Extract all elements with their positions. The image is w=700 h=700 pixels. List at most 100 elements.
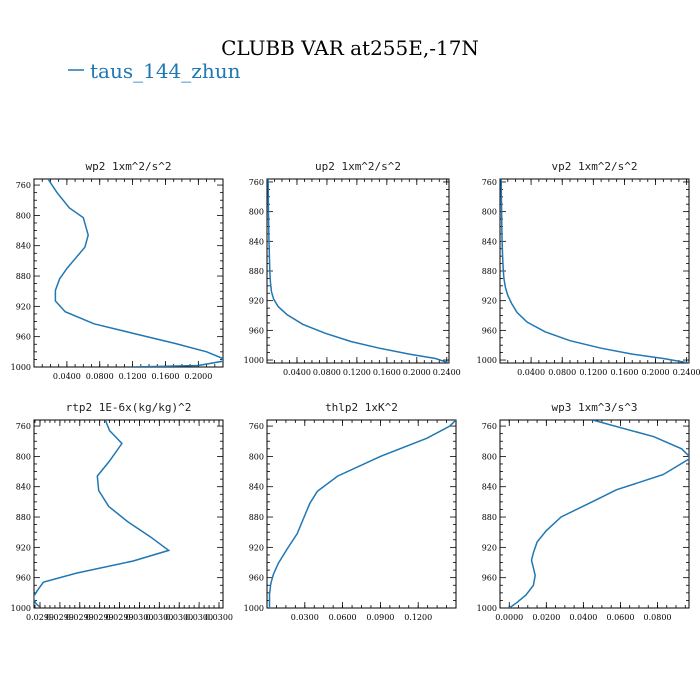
vp2-series-line [500,179,689,363]
thlp2-y-tick-label: 1000 [244,604,264,613]
up2-x-tick-label: 0.2000 [403,368,431,377]
rtp2-y-tick-label: 800 [16,452,31,461]
legend: taus_144_zhun [68,59,241,83]
legend-label: taus_144_zhun [90,59,241,83]
rtp2-y-tick-label: 960 [16,574,31,583]
panels: wp2 1xm^2/s^2 760 800 840 880 920 960 1000 0.040… [11,160,700,622]
wp3-x-tick-label: 0.0800 [644,613,672,622]
thlp2-y-tick-label: 760 [249,422,264,431]
up2-x-tick-label: 0.0400 [283,368,311,377]
wp2-y-tick-label: 1000 [11,363,31,372]
wp2-series-line [47,179,223,367]
wp2-x-tick-label: 0.1200 [119,372,147,381]
thlp2-y-tick-label: 960 [249,574,264,583]
wp3-panel: wp3 1xm^3/s^3 760 800 840 880 920 960 10000.000… [477,401,690,622]
rtp2-x-tick-label: 0.0300 [185,613,213,622]
up2-x-tick-label: 0.1600 [373,368,401,377]
wp3-series-line [508,420,689,608]
rtp2-x-tick-label: 0.0300 [165,613,193,622]
wp3-frame [499,419,690,609]
up2-y-tick-label: 1000 [244,356,264,365]
rtp2-y-tick-label: 880 [16,513,31,522]
rtp2-panel-title: rtp2 1E-6x(kg/kg)^2 [66,401,192,414]
up2-panel-title: up2 1xm^2/s^2 [315,160,401,173]
wp2-y-tick-label: 840 [16,242,31,251]
wp2-x-tick-label: 0.1600 [151,372,179,381]
thlp2-y-tick-label: 920 [249,543,264,552]
rtp2-x-tick-label: 0.0300 [125,613,153,622]
vp2-x-tick-label: 0.1200 [579,368,607,377]
rtp2-x-tick-label: 0.0299 [46,613,74,622]
thlp2-x-tick-label: 0.0300 [291,613,319,622]
up2-y-tick-label: 880 [249,267,264,276]
wp3-x-tick-label: 0.0600 [606,613,634,622]
vp2-y-tick-label: 880 [482,267,497,276]
wp2-panel-title: wp2 1xm^2/s^2 [85,160,171,173]
rtp2-y-tick-label: 840 [16,483,31,492]
rtp2-y-tick-label: 1000 [11,604,31,613]
rtp2-x-tick-label: 0.0300 [205,613,233,622]
wp2-y-tick-label: 880 [16,272,31,281]
rtp2-frame [33,419,224,609]
thlp2-frame [266,419,457,609]
vp2-y-tick-label: 800 [482,208,497,217]
up2-y-tick-label: 760 [249,178,264,187]
up2-panel: up2 1xm^2/s^2 760 800 840 880 920 960 1000 0.040… [244,160,461,377]
vp2-panel: vp2 1xm^2/s^2 760 800 840 880 920 960 1000 0.040… [477,160,700,377]
up2-y-tick-label: 840 [249,237,264,246]
thlp2-series-line [268,420,456,608]
wp2-frame [33,178,224,368]
wp2-y-tick-label: 800 [16,211,31,220]
vp2-y-tick-label: 1000 [477,356,497,365]
vp2-y-tick-label: 960 [482,326,497,335]
rtp2-y-tick-label: 760 [16,422,31,431]
wp2-y-tick-label: 760 [16,181,31,190]
wp2-x-tick-label: 0.0400 [53,372,81,381]
vp2-y-tick-label: 920 [482,297,497,306]
vp2-x-tick-label: 0.2000 [642,368,670,377]
vp2-x-tick-label: 0.0800 [548,368,576,377]
up2-x-tick-label: 0.1200 [343,368,371,377]
up2-x-tick-label: 0.2400 [433,368,461,377]
wp3-y-tick-label: 1000 [477,604,497,613]
thlp2-panel: thlp2 1xK^2 760 800 840 880 920 960 1000 0.0300 0… [244,401,457,622]
thlp2-y-tick-label: 800 [249,452,264,461]
wp3-y-tick-label: 920 [482,543,497,552]
vp2-x-tick-label: 0.0400 [517,368,545,377]
chart-title: CLUBB VAR at255E,-17N [221,36,479,60]
wp3-y-tick-label: 840 [482,483,497,492]
vp2-x-tick-label: 0.1600 [610,368,638,377]
thlp2-x-tick-label: 0.0900 [366,613,394,622]
wp2-x-tick-label: 0.0800 [86,372,114,381]
rtp2-y-tick-label: 920 [16,543,31,552]
rtp2-x-tick-label: 0.0299 [86,613,114,622]
rtp2-x-tick-label: 0.0299 [66,613,94,622]
wp2-x-tick-label: 0.2000 [184,372,212,381]
up2-frame [266,178,450,364]
wp3-x-tick-label: 0.0400 [569,613,597,622]
wp3-x-tick-label: 0.0000 [495,613,523,622]
up2-x-tick-label: 0.0800 [313,368,341,377]
wp3-y-tick-label: 880 [482,513,497,522]
wp2-y-tick-label: 960 [16,333,31,342]
rtp2-x-tick-label: 0.0299 [106,613,134,622]
rtp2-series-line [34,420,171,608]
wp2-panel: wp2 1xm^2/s^2 760 800 840 880 920 960 1000 0.040… [11,160,224,381]
wp3-x-tick-label: 0.0200 [532,613,560,622]
thlp2-y-tick-label: 840 [249,483,264,492]
up2-y-tick-label: 920 [249,297,264,306]
thlp2-x-tick-label: 0.1200 [404,613,432,622]
wp2-y-tick-label: 920 [16,302,31,311]
wp3-y-tick-label: 800 [482,452,497,461]
thlp2-panel-title: thlp2 1xK^2 [325,401,398,414]
rtp2-panel: rtp2 1E-6x(kg/kg)^2 760 800 840 880 920 960 100… [11,401,233,622]
vp2-panel-title: vp2 1xm^2/s^2 [551,160,637,173]
thlp2-y-tick-label: 880 [249,513,264,522]
vp2-x-tick-label: 0.2400 [673,368,700,377]
up2-series-line [267,179,449,363]
rtp2-x-tick-label: 0.0300 [145,613,173,622]
wp3-panel-title: wp3 1xm^3/s^3 [551,401,637,414]
vp2-y-tick-label: 840 [482,237,497,246]
wp3-y-tick-label: 760 [482,422,497,431]
